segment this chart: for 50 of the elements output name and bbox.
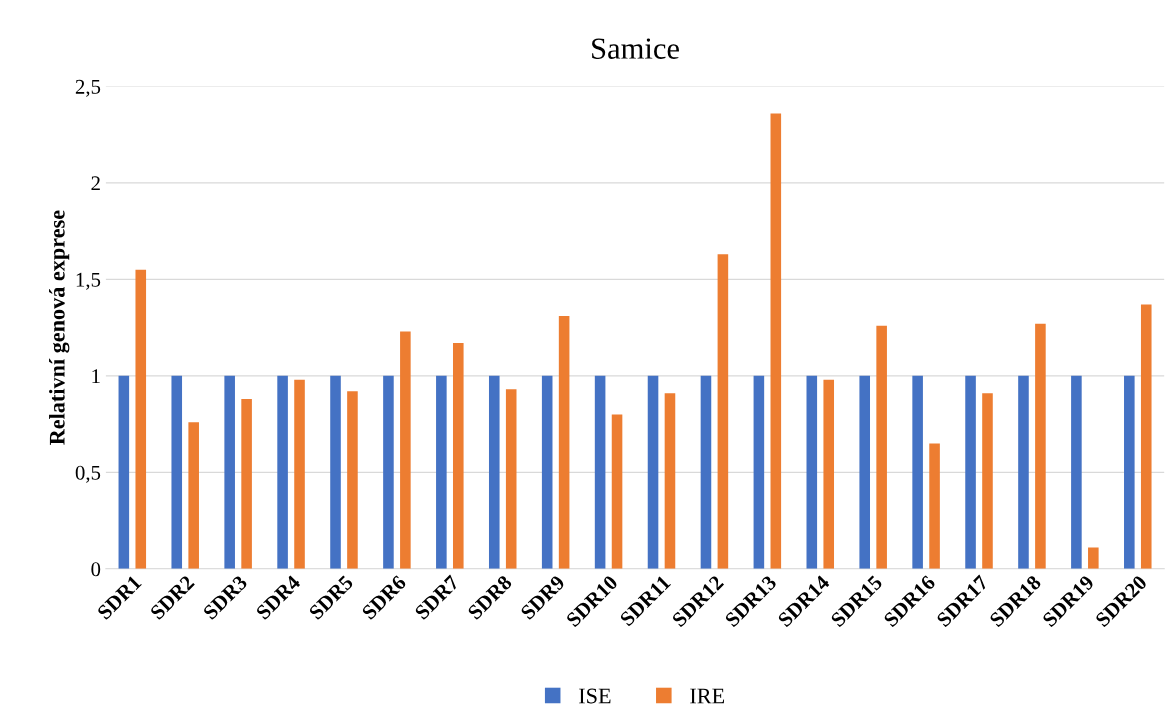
bar <box>118 375 130 569</box>
bar <box>700 375 712 569</box>
bar <box>224 375 235 569</box>
bar <box>1071 375 1082 569</box>
legend-label: IRE <box>690 688 725 704</box>
bar <box>982 393 993 569</box>
bar <box>611 414 623 569</box>
bar <box>383 375 394 569</box>
bar <box>876 325 887 569</box>
bar <box>347 391 358 569</box>
bar <box>1018 375 1029 569</box>
bar <box>171 375 183 569</box>
y-tick-label: 1,5 <box>76 272 101 290</box>
y-tick-label: 1 <box>92 369 100 384</box>
bar <box>188 422 199 569</box>
bar <box>594 375 606 569</box>
bar <box>664 393 676 569</box>
bar <box>558 316 570 569</box>
y-tick-label: 0 <box>91 562 101 577</box>
bar <box>1035 323 1046 569</box>
bar <box>965 375 976 569</box>
bar <box>1124 375 1135 569</box>
bar <box>929 443 940 569</box>
y-axis-title: Relativní genová exprese <box>49 210 70 445</box>
bar <box>541 375 553 569</box>
bar <box>277 375 288 569</box>
bar <box>453 343 464 569</box>
bar <box>823 379 835 569</box>
y-tick-label: 2 <box>91 176 100 191</box>
bar <box>436 375 447 569</box>
bar <box>294 379 305 569</box>
bar <box>330 375 341 569</box>
bar <box>488 375 500 569</box>
bar <box>1140 304 1152 569</box>
bar <box>241 399 252 569</box>
bar <box>912 375 923 569</box>
bar <box>1088 547 1099 569</box>
chart-title: Samice <box>592 38 679 59</box>
bar <box>400 331 411 569</box>
bar <box>717 254 729 569</box>
bar <box>770 113 782 569</box>
bar <box>753 375 765 569</box>
y-tick-label: 2,5 <box>75 79 101 97</box>
y-tick-label: 0,5 <box>75 465 101 483</box>
legend-label: ISE <box>579 688 611 704</box>
bar <box>859 375 870 569</box>
bar <box>647 375 659 569</box>
bar <box>806 375 818 569</box>
bar <box>135 269 147 569</box>
bar <box>505 389 517 569</box>
